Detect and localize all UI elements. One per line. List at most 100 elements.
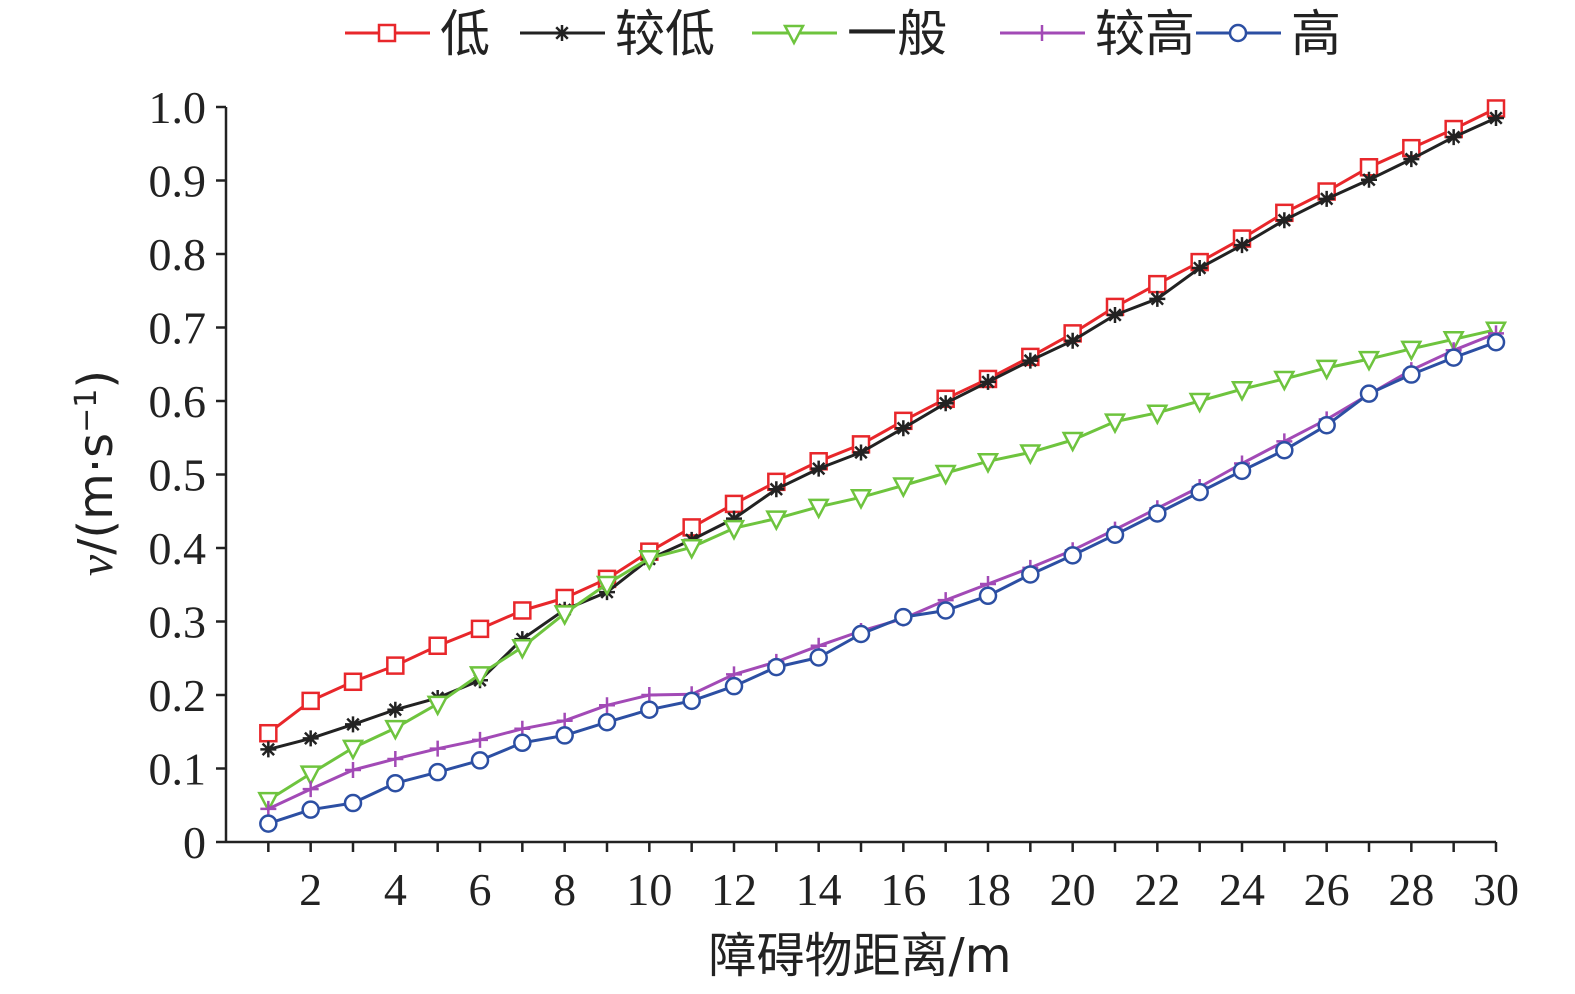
data-point-circle: [1402, 365, 1421, 384]
data-point-square: [377, 23, 397, 43]
data-point-star: [1191, 259, 1208, 276]
data-point-circle: [1359, 384, 1379, 403]
data-point-circle: [1021, 565, 1040, 584]
data-point-triangle: [468, 666, 492, 688]
data-point-plus: [345, 761, 361, 778]
data-point-circle: [1486, 332, 1506, 352]
x-tick-label: 30: [1473, 864, 1519, 915]
data-point-triangle: [934, 464, 957, 486]
data-point-triangle: [553, 605, 576, 627]
x-tick-label: 22: [1134, 864, 1180, 915]
data-point-circle: [936, 601, 955, 620]
data-point-star: [810, 460, 827, 477]
data-point-star: [1149, 290, 1166, 307]
data-point-triangle: [1061, 431, 1084, 453]
data-point-triangle: [1146, 404, 1169, 426]
y-tick-label: 0.8: [149, 229, 207, 280]
data-point-star: [260, 741, 277, 758]
x-tick-label: 18: [965, 864, 1011, 915]
data-point-square: [513, 601, 532, 620]
data-point-star: [1022, 352, 1039, 369]
x-tick-label: 14: [796, 864, 842, 915]
data-point-star: [1403, 151, 1420, 168]
legend-label: 一般: [847, 5, 947, 63]
data-point-star: [1107, 307, 1123, 324]
data-point-triangle: [1315, 359, 1338, 381]
data-point-square: [343, 672, 363, 692]
data-point-star: [1234, 237, 1250, 254]
x-tick-label: 2: [299, 864, 322, 915]
data-point-plus: [302, 781, 319, 798]
data-point-square: [470, 619, 490, 639]
legend-item: 较高: [1000, 5, 1195, 63]
y-tick-label: 0.7: [149, 303, 207, 354]
data-point-circle: [1444, 348, 1463, 367]
series-layer: [257, 99, 1508, 833]
data-point-triangle: [1230, 380, 1254, 402]
axes: 00.10.20.30.40.50.60.70.80.91.02 4 6 8 10 12 1…: [149, 82, 1520, 915]
data-point-star: [937, 395, 954, 412]
data-point-star: [1445, 129, 1462, 146]
data-point-square: [724, 494, 744, 514]
data-point-star: [302, 730, 319, 747]
data-point-plus: [556, 712, 573, 729]
data-point-circle: [428, 762, 447, 782]
data-point-triangle: [511, 638, 534, 660]
data-point-circle: [301, 800, 320, 819]
data-point-circle: [640, 700, 659, 719]
data-point-triangle: [1273, 370, 1296, 392]
data-point-circle: [682, 691, 701, 711]
data-point-circle: [724, 676, 744, 696]
data-point-circle: [1317, 416, 1336, 435]
data-point-square: [428, 636, 447, 656]
data-point-plus: [641, 687, 658, 703]
data-point-triangle: [595, 575, 619, 597]
legend: 低 较低 一般 较高 高: [345, 5, 1341, 63]
data-point-triangle: [849, 489, 873, 510]
legend-item: 低: [345, 5, 490, 63]
data-point-plus: [429, 740, 446, 757]
series-3: [260, 325, 1504, 817]
data-point-square: [259, 723, 278, 743]
series-line: [267, 116, 1497, 751]
y-tick-label: 1.0: [149, 82, 207, 133]
series-line: [267, 328, 1497, 802]
x-axis-title: 障碍物距离/m: [709, 928, 1012, 984]
x-tick-label: 26: [1304, 864, 1350, 915]
data-point-circle: [1105, 525, 1125, 545]
data-point-square: [1148, 274, 1167, 294]
data-point-star: [345, 716, 361, 733]
data-point-triangle: [722, 519, 746, 541]
x-tick-label: 6: [469, 864, 492, 915]
data-point-star: [980, 373, 996, 390]
data-point-triangle: [976, 453, 1000, 474]
series-0: [259, 99, 1506, 743]
series-line: [267, 332, 1497, 811]
y-axis-title: v/(m·s−1): [68, 370, 124, 576]
y-tick-label: 0: [183, 817, 206, 868]
data-point-triangle: [1357, 350, 1381, 372]
y-tick-label: 0.9: [149, 156, 207, 207]
data-point-circle: [851, 624, 871, 644]
x-tick-label: 24: [1219, 864, 1265, 915]
legend-item: 一般: [752, 5, 947, 63]
x-tick-label: 12: [711, 864, 757, 915]
data-point-triangle: [384, 719, 407, 741]
data-point-circle: [809, 648, 828, 667]
data-point-circle: [1232, 461, 1252, 481]
data-point-plus: [472, 731, 488, 748]
legend-label: 较低: [615, 5, 715, 63]
y-tick-label: 0.2: [149, 670, 207, 721]
x-tick-label: 20: [1050, 864, 1096, 915]
data-point-triangle: [1019, 444, 1042, 466]
data-point-star: [726, 510, 742, 527]
data-point-triangle: [782, 24, 806, 46]
data-point-star: [1064, 332, 1081, 349]
data-point-circle: [470, 751, 490, 770]
data-point-triangle: [892, 477, 915, 499]
data-point-circle: [555, 726, 574, 745]
data-point-square: [301, 691, 320, 711]
data-point-plus: [1034, 25, 1050, 41]
data-point-triangle: [341, 739, 365, 761]
